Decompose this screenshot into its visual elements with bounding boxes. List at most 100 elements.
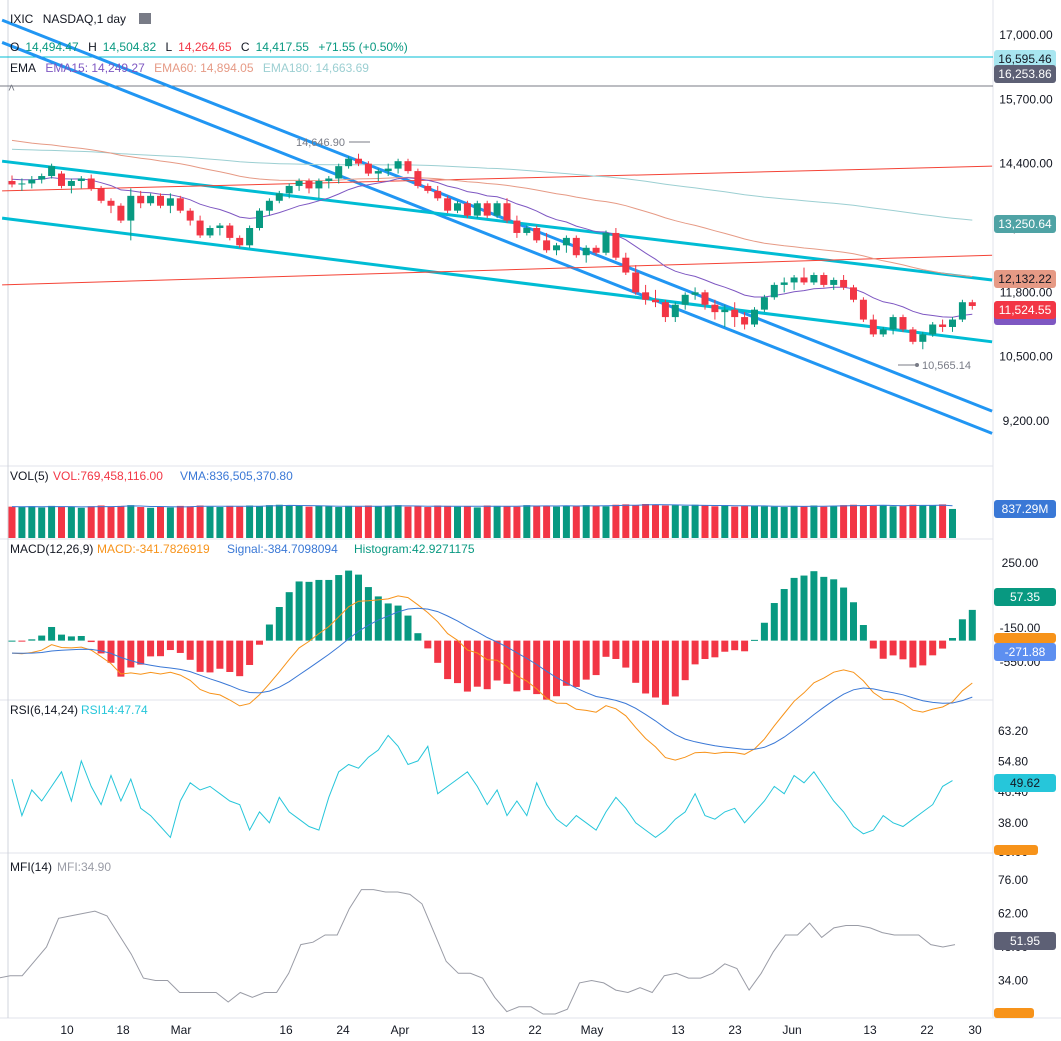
badge-price-close: 11,524.55 — [999, 303, 1052, 317]
macd-histogram-bar — [810, 571, 818, 641]
volume-bar — [384, 505, 392, 538]
volume-bar — [444, 505, 452, 538]
badge-price-13250-bg — [994, 215, 1056, 233]
macd-histogram-bar — [592, 640, 600, 676]
volume-bar — [196, 505, 204, 538]
ema-label: EMA — [10, 61, 37, 75]
ema15-line — [11, 177, 973, 318]
volume-bar — [285, 505, 293, 538]
annotation-low-dot — [915, 363, 919, 367]
macd-histogram-bar — [760, 622, 768, 641]
menu-icon[interactable] — [139, 13, 152, 24]
symbol-legend[interactable]: IXIC NASDAQ,1 day — [10, 12, 157, 26]
candle-body — [8, 180, 16, 185]
volume-bar — [275, 504, 283, 538]
candle-body — [335, 166, 343, 179]
macd-histogram-bar — [879, 640, 887, 659]
macd-histogram-bar — [265, 624, 273, 641]
macd-histogram-bar — [325, 579, 333, 641]
candle-body — [820, 275, 828, 285]
candle-body — [869, 319, 877, 335]
candle-body — [493, 203, 501, 216]
vol-title: VOL(5) — [10, 469, 49, 483]
ema15-value: EMA15: 14,249.27 — [45, 61, 145, 75]
trend-line-red — [2, 254, 993, 286]
macd-histogram-bar — [186, 640, 194, 660]
volume-bar — [949, 508, 956, 538]
volume-bar — [246, 505, 254, 538]
candle-body — [236, 237, 244, 246]
ohlc-high-label: H — [88, 40, 97, 54]
macd-histogram-bar — [166, 640, 174, 651]
symbol-name[interactable]: IXIC — [10, 12, 34, 26]
volume-bar — [810, 505, 818, 538]
macd-histogram-bar — [345, 570, 353, 641]
macd-histogram-bar — [28, 639, 36, 641]
ema180-value: EMA180: 14,663.69 — [262, 61, 369, 75]
candle-body — [176, 198, 184, 211]
macd-histogram-bar — [612, 640, 620, 659]
ohlc-open-value: 14,494.47 — [25, 40, 79, 54]
badge-mfi-20-bg — [994, 1008, 1034, 1018]
candle-body — [968, 302, 976, 306]
volume-bar — [572, 506, 580, 538]
candle-body — [553, 245, 560, 251]
annotation-high: 14,646.90 — [296, 137, 345, 149]
volume-bar — [721, 505, 729, 538]
macd-histogram-bar — [711, 640, 719, 658]
macd-histogram-bar — [691, 640, 699, 665]
volume-bar — [117, 505, 125, 538]
candle-body — [949, 319, 956, 327]
candle-body — [711, 304, 719, 313]
macd-histogram-bar — [503, 640, 511, 684]
volume-bar — [77, 507, 85, 538]
badge-price-13250: 13,250.64 — [998, 217, 1052, 231]
candle-body — [18, 183, 26, 185]
vol-legend-vma: VMA:836,505,370.80 — [180, 469, 293, 483]
macd-histogram-bar — [127, 640, 135, 668]
trend-channel-line — [1, 41, 993, 435]
macd-histogram-bar — [800, 575, 808, 641]
price-tick-label: 17,000.00 — [999, 28, 1053, 42]
macd-histogram-bar — [483, 640, 491, 690]
macd-histogram-bar — [929, 640, 937, 656]
macd-histogram-bar — [553, 640, 560, 697]
volume-bar — [840, 505, 848, 538]
collapse-icon: ˄ — [8, 81, 15, 95]
ema-legend[interactable]: EMA EMA15: 14,249.27 EMA60: 14,894.05 EM… — [10, 61, 375, 75]
macd-legend-signal: Signal:-384.7098094 — [227, 542, 338, 556]
badge-histogram: 57.35 — [1010, 590, 1040, 604]
macd-tick-label: -150.00 — [1000, 621, 1041, 635]
macd-histogram-bar — [889, 640, 897, 656]
volume-bar — [919, 505, 927, 538]
volume-bar — [265, 505, 273, 538]
rsi-legend-value: RSI14:47.74 — [81, 703, 148, 717]
time-tick-label: 23 — [728, 1023, 742, 1037]
candle-body — [572, 237, 580, 256]
price-tick-label: 15,700.00 — [999, 92, 1053, 106]
candle-body — [394, 161, 402, 169]
macd-histogram-bar — [958, 619, 966, 641]
macd-histogram-bar — [18, 640, 26, 642]
volume-bar — [157, 506, 164, 538]
volume-bar — [691, 504, 699, 538]
macd-histogram-bar — [206, 640, 214, 673]
macd-histogram-bar — [384, 603, 392, 641]
candle-body — [256, 210, 263, 228]
candle-body — [929, 324, 937, 335]
volume-bar — [632, 505, 640, 538]
candle-body — [800, 277, 808, 283]
volume-bar — [404, 506, 412, 538]
badge-signal-bg — [994, 643, 1056, 661]
candle-body — [444, 198, 452, 211]
time-tick-label: Apr — [391, 1023, 410, 1037]
volume-bar — [731, 506, 739, 538]
macd-line — [11, 595, 973, 761]
candle-body — [850, 287, 857, 300]
mfi-tick-label: 76.00 — [998, 873, 1028, 887]
volume-bar — [463, 506, 471, 538]
candle-body — [424, 185, 432, 191]
candle-body — [216, 225, 224, 228]
volume-bar — [493, 505, 501, 538]
